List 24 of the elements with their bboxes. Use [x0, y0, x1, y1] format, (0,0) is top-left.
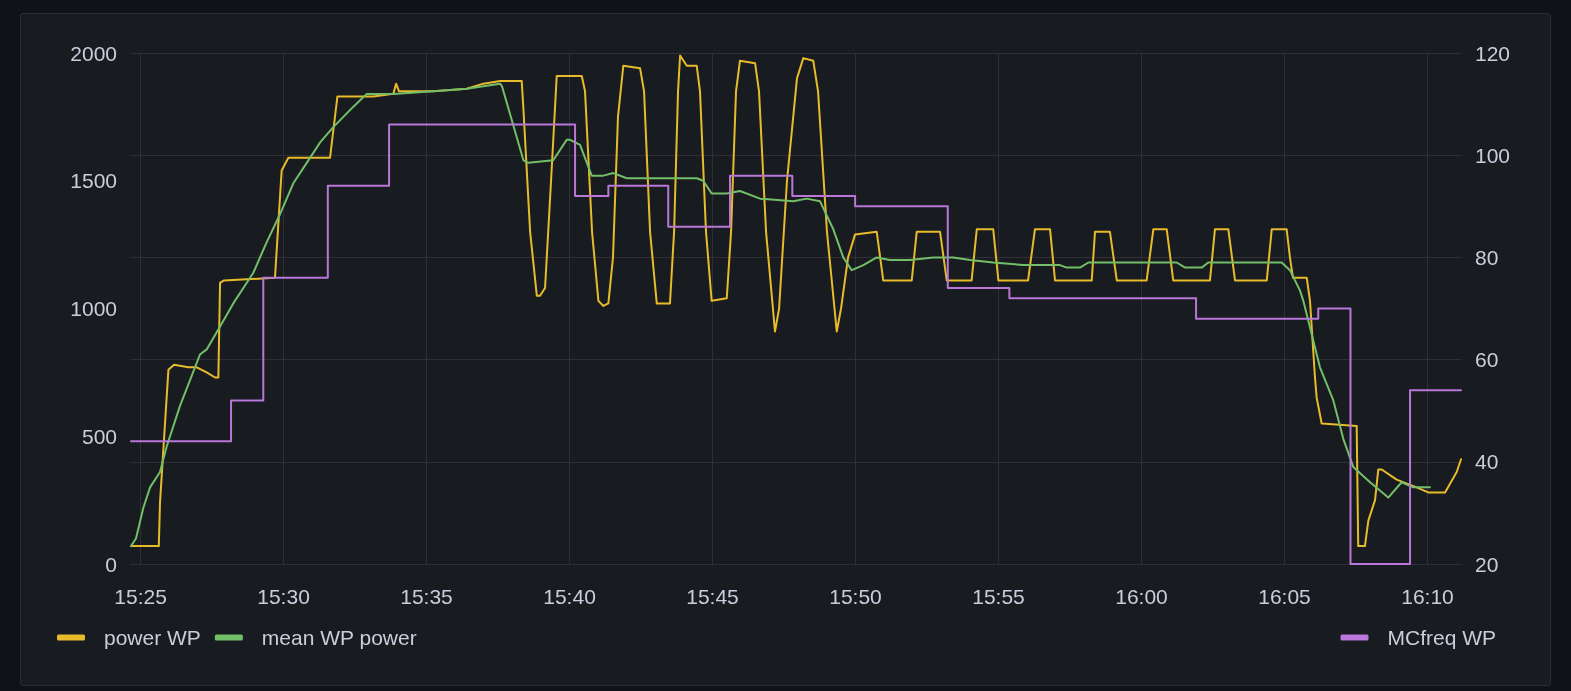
y-tick-label: 500	[81, 424, 117, 448]
y2-tick-label: 80	[1475, 245, 1499, 269]
x-tick-label: 15:25	[114, 585, 167, 608]
x-tick-label: 16:10	[1401, 585, 1454, 608]
legend-label: power WP	[104, 626, 201, 649]
y-tick-label: 1500	[70, 169, 117, 193]
y2-tick-label: 20	[1475, 552, 1499, 576]
x-tick-label: 15:50	[829, 585, 882, 608]
x-tick-label: 16:00	[1115, 585, 1168, 608]
x-tick-label: 15:40	[543, 585, 596, 608]
y2-tick-label: 60	[1475, 348, 1499, 372]
y-tick-label: 1000	[70, 297, 117, 320]
x-tick-label: 15:45	[686, 585, 739, 608]
x-tick-label: 15:55	[972, 585, 1025, 608]
y2-tick-label: 40	[1475, 450, 1499, 474]
x-tick-label: 15:35	[400, 585, 453, 608]
x-tick-label: 16:05	[1258, 585, 1311, 608]
y-tick-label: 0	[105, 552, 117, 576]
legend-label: mean WP power	[261, 626, 417, 649]
x-tick-label: 15:30	[257, 585, 310, 608]
legend-label: MCfreq WP	[1387, 626, 1497, 649]
y2-tick-label: 100	[1475, 143, 1511, 167]
y2-tick-label: 120	[1475, 41, 1511, 65]
y-tick-label: 2000	[70, 41, 117, 65]
